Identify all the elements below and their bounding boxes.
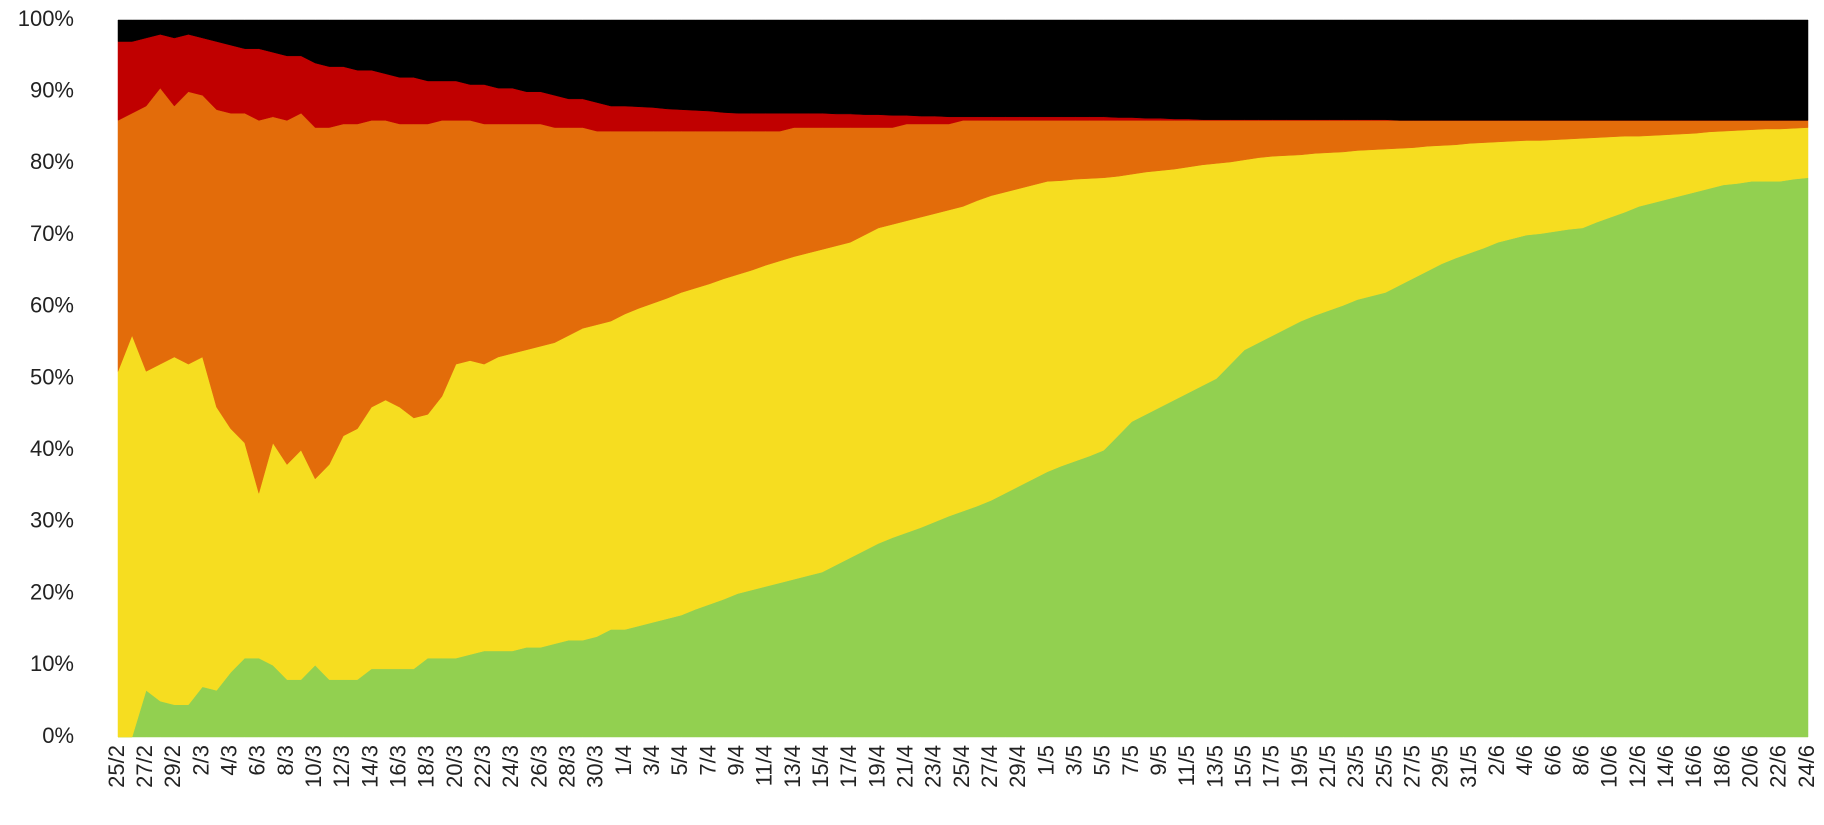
x-tick-label: 9/5 bbox=[1146, 745, 1171, 776]
y-tick-label: 50% bbox=[30, 364, 74, 389]
x-tick-label: 19/5 bbox=[1287, 745, 1312, 788]
y-tick-label: 70% bbox=[30, 221, 74, 246]
x-tick-label: 28/3 bbox=[554, 745, 579, 788]
x-tick-label: 26/3 bbox=[526, 745, 551, 788]
x-tick-label: 25/5 bbox=[1371, 745, 1396, 788]
x-tick-label: 30/3 bbox=[583, 745, 608, 788]
x-tick-label: 17/5 bbox=[1259, 745, 1284, 788]
x-tick-label: 7/4 bbox=[695, 745, 720, 776]
x-tick-label: 24/6 bbox=[1794, 745, 1819, 788]
x-tick-label: 9/4 bbox=[723, 745, 748, 776]
x-tick-label: 20/6 bbox=[1737, 745, 1762, 788]
x-tick-label: 1/4 bbox=[611, 745, 636, 776]
y-tick-label: 90% bbox=[30, 78, 74, 103]
x-tick-label: 2/6 bbox=[1484, 745, 1509, 776]
x-tick-label: 24/3 bbox=[498, 745, 523, 788]
x-tick-label: 6/3 bbox=[245, 745, 270, 776]
x-tick-label: 29/4 bbox=[1005, 745, 1030, 788]
y-tick-label: 80% bbox=[30, 149, 74, 174]
x-tick-label: 23/5 bbox=[1343, 745, 1368, 788]
x-tick-label: 21/5 bbox=[1315, 745, 1340, 788]
x-tick-label: 2/3 bbox=[188, 745, 213, 776]
x-tick-label: 29/5 bbox=[1428, 745, 1453, 788]
y-tick-label: 30% bbox=[30, 508, 74, 533]
x-tick-label: 23/4 bbox=[921, 745, 946, 788]
x-tick-label: 25/2 bbox=[104, 745, 129, 788]
x-tick-label: 8/3 bbox=[273, 745, 298, 776]
y-tick-label: 0% bbox=[42, 723, 74, 748]
x-tick-label: 11/5 bbox=[1174, 745, 1199, 786]
x-tick-label: 27/5 bbox=[1399, 745, 1424, 788]
x-tick-label: 10/3 bbox=[301, 745, 326, 788]
x-tick-label: 19/4 bbox=[864, 745, 889, 788]
x-tick-label: 27/4 bbox=[977, 745, 1002, 788]
x-tick-label: 3/5 bbox=[1061, 745, 1086, 776]
x-tick-label: 3/4 bbox=[639, 745, 664, 776]
x-tick-label: 13/5 bbox=[1202, 745, 1227, 788]
x-tick-label: 10/6 bbox=[1597, 745, 1622, 788]
x-tick-label: 8/6 bbox=[1568, 745, 1593, 776]
y-tick-label: 60% bbox=[30, 293, 74, 318]
x-tick-label: 29/2 bbox=[160, 745, 185, 788]
x-tick-label: 11/4 bbox=[752, 745, 777, 786]
y-tick-label: 100% bbox=[18, 6, 74, 31]
x-tick-label: 15/4 bbox=[808, 745, 833, 788]
x-tick-label: 22/3 bbox=[470, 745, 495, 788]
x-tick-label: 5/5 bbox=[1090, 745, 1115, 776]
x-tick-label: 17/4 bbox=[836, 745, 861, 788]
x-tick-label: 15/5 bbox=[1230, 745, 1255, 788]
y-tick-label: 40% bbox=[30, 436, 74, 461]
x-tick-label: 4/3 bbox=[216, 745, 241, 776]
x-tick-label: 14/3 bbox=[357, 745, 382, 788]
y-tick-label: 20% bbox=[30, 579, 74, 604]
x-tick-label: 1/5 bbox=[1033, 745, 1058, 776]
x-tick-label: 5/4 bbox=[667, 745, 692, 776]
x-tick-label: 13/4 bbox=[780, 745, 805, 788]
x-tick-label: 7/5 bbox=[1118, 745, 1143, 776]
x-tick-label: 18/3 bbox=[414, 745, 439, 788]
x-tick-label: 16/3 bbox=[385, 745, 410, 788]
x-tick-label: 25/4 bbox=[949, 745, 974, 788]
x-tick-label: 14/6 bbox=[1653, 745, 1678, 788]
area bbox=[117, 19, 1809, 121]
x-tick-label: 12/6 bbox=[1625, 745, 1650, 788]
x-tick-label: 22/6 bbox=[1766, 745, 1791, 788]
x-tick-label: 27/2 bbox=[132, 745, 157, 788]
x-tick-label: 12/3 bbox=[329, 745, 354, 788]
x-tick-label: 21/4 bbox=[892, 745, 917, 788]
x-tick-label: 18/6 bbox=[1709, 745, 1734, 788]
x-tick-label: 4/6 bbox=[1512, 745, 1537, 776]
x-tick-label: 6/6 bbox=[1540, 745, 1565, 776]
x-tick-label: 16/6 bbox=[1681, 745, 1706, 788]
x-tick-label: 31/5 bbox=[1456, 745, 1481, 788]
x-tick-label: 20/3 bbox=[442, 745, 467, 788]
y-tick-label: 10% bbox=[30, 651, 74, 676]
